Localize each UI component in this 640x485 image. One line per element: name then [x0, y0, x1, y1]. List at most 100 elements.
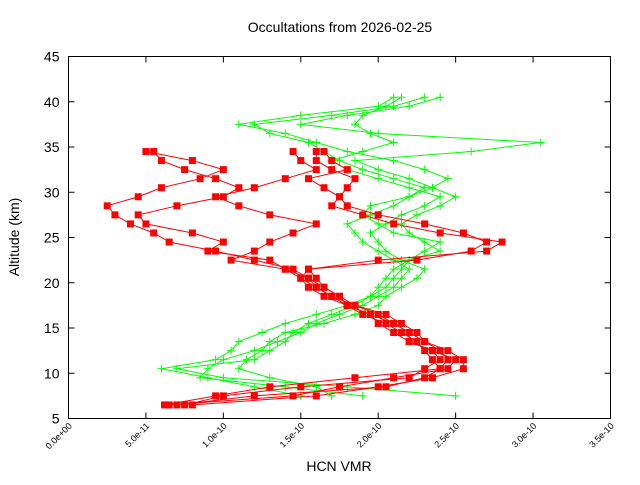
data-point — [219, 392, 227, 400]
x-tick-label: 3.5e-10 — [587, 421, 616, 450]
data-point — [382, 319, 390, 327]
data-point — [234, 337, 243, 346]
data-point — [421, 338, 429, 346]
series-5 — [157, 93, 452, 400]
data-point — [134, 211, 142, 219]
x-tick-label: 5.0e-11 — [123, 421, 151, 449]
data-point — [312, 392, 320, 400]
data-point — [281, 382, 290, 391]
data-point — [389, 265, 398, 274]
series-line — [199, 96, 426, 397]
data-point — [297, 157, 305, 165]
data-point — [150, 148, 158, 156]
data-point — [103, 202, 111, 210]
data-point — [126, 220, 134, 228]
data-point — [436, 93, 445, 102]
x-tick-label: 2.5e-10 — [432, 421, 461, 450]
data-point — [366, 310, 374, 318]
data-point — [350, 120, 359, 129]
data-point — [381, 292, 390, 301]
data-point — [219, 166, 227, 174]
data-point — [374, 256, 382, 264]
data-point — [211, 355, 220, 364]
data-point — [328, 166, 336, 174]
plot-frame — [68, 56, 611, 419]
data-point — [421, 220, 429, 228]
data-point — [358, 391, 367, 400]
data-point — [428, 374, 436, 382]
data-point — [443, 174, 452, 183]
data-point — [343, 166, 351, 174]
series-8 — [234, 93, 445, 400]
data-point — [459, 229, 467, 237]
data-point — [320, 148, 328, 156]
series-line — [176, 151, 504, 406]
data-point — [219, 238, 227, 246]
data-point — [420, 93, 429, 102]
data-point — [266, 256, 274, 264]
data-point — [312, 283, 320, 291]
data-point — [343, 147, 352, 156]
data-point — [359, 211, 367, 219]
data-point — [381, 274, 390, 283]
data-point — [212, 175, 220, 183]
data-point — [420, 165, 429, 174]
data-point — [250, 346, 259, 355]
data-point — [397, 265, 406, 274]
x-tick-label: 2.0e-10 — [355, 421, 384, 450]
y-tick-label: 30 — [44, 184, 60, 200]
data-point — [444, 365, 452, 373]
data-point — [405, 265, 414, 274]
data-point — [374, 283, 383, 292]
data-point — [281, 265, 289, 273]
data-point — [188, 157, 196, 165]
data-point — [250, 247, 258, 255]
data-point — [234, 120, 243, 129]
data-point — [536, 138, 545, 147]
data-point — [343, 219, 352, 228]
data-point — [382, 383, 390, 391]
data-point — [227, 256, 235, 264]
data-point — [374, 310, 382, 318]
data-point — [374, 102, 383, 111]
data-point — [289, 265, 297, 273]
y-tick-label: 10 — [44, 365, 60, 381]
data-point — [351, 374, 359, 382]
series-6 — [172, 93, 545, 400]
data-point — [459, 365, 467, 373]
data-point — [328, 202, 336, 210]
data-point — [444, 347, 452, 355]
data-point — [389, 201, 398, 210]
data-point — [366, 201, 375, 210]
x-tick-label: 1.0e-10 — [200, 421, 229, 450]
data-point — [234, 364, 243, 373]
data-point — [196, 373, 205, 382]
data-point — [397, 329, 405, 337]
data-point — [397, 219, 406, 228]
data-point — [281, 319, 290, 328]
data-point — [181, 166, 189, 174]
data-point — [366, 228, 375, 237]
data-point — [203, 373, 212, 382]
data-point — [289, 328, 298, 337]
data-point — [320, 292, 328, 300]
data-point — [335, 156, 344, 165]
chart-title: Occultations from 2026-02-25 — [248, 19, 433, 35]
data-point — [312, 220, 320, 228]
y-tick-label: 20 — [44, 275, 60, 291]
data-point — [382, 310, 390, 318]
data-point — [413, 256, 421, 264]
data-point — [296, 111, 305, 120]
data-point — [265, 346, 274, 355]
data-point — [389, 274, 398, 283]
data-point — [181, 401, 189, 409]
data-point — [281, 328, 290, 337]
data-point — [296, 120, 305, 129]
data-point — [412, 210, 421, 219]
data-point — [405, 183, 414, 192]
data-point — [196, 175, 204, 183]
y-tick-label: 15 — [44, 320, 60, 336]
data-point — [436, 192, 445, 201]
data-point — [405, 329, 413, 337]
